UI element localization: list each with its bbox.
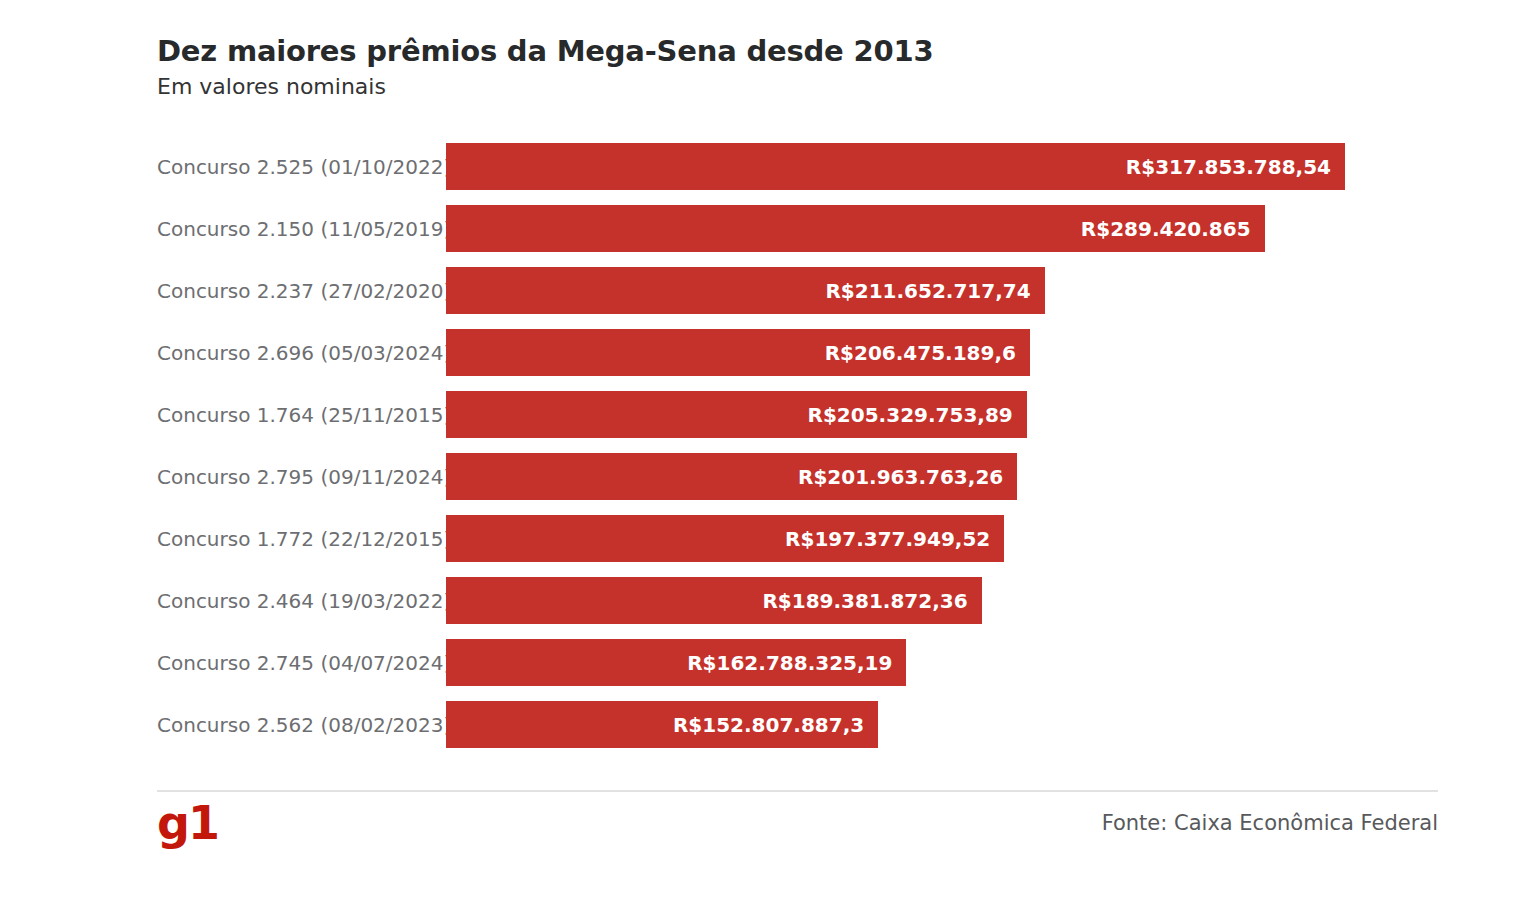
bar-value-label: R$211.652.717,74 (825, 279, 1030, 303)
chart-subtitle: Em valores nominais (157, 74, 1438, 99)
bar-track: R$201.963.763,26 (446, 453, 1345, 500)
bar: R$206.475.189,6 (446, 329, 1030, 376)
bar-category-label: Concurso 1.772 (22/12/2015) (157, 527, 446, 551)
bar-row: Concurso 1.772 (22/12/2015) R$197.377.94… (157, 515, 1438, 562)
bar-track: R$205.329.753,89 (446, 391, 1345, 438)
bar-track: R$162.788.325,19 (446, 639, 1345, 686)
g1-logo: g1 (157, 800, 218, 846)
chart-title: Dez maiores prêmios da Mega-Sena desde 2… (157, 34, 1438, 68)
bar: R$205.329.753,89 (446, 391, 1027, 438)
bar-track: R$317.853.788,54 (446, 143, 1345, 190)
bar-row: Concurso 2.464 (19/03/2022) R$189.381.87… (157, 577, 1438, 624)
bar: R$211.652.717,74 (446, 267, 1045, 314)
bar-row: Concurso 2.696 (05/03/2024) R$206.475.18… (157, 329, 1438, 376)
bar-row: Concurso 1.764 (25/11/2015) R$205.329.75… (157, 391, 1438, 438)
bar-category-label: Concurso 2.464 (19/03/2022) (157, 589, 446, 613)
bar-value-label: R$206.475.189,6 (825, 341, 1016, 365)
bar: R$317.853.788,54 (446, 143, 1345, 190)
bar-track: R$289.420.865 (446, 205, 1345, 252)
bar-row: Concurso 2.150 (11/05/2019) R$289.420.86… (157, 205, 1438, 252)
bar: R$162.788.325,19 (446, 639, 906, 686)
bar-row: Concurso 2.795 (09/11/2024) R$201.963.76… (157, 453, 1438, 500)
bar-value-label: R$162.788.325,19 (687, 651, 892, 675)
bar-chart: Concurso 2.525 (01/10/2022) R$317.853.78… (157, 143, 1438, 748)
bar-value-label: R$197.377.949,52 (785, 527, 990, 551)
bar-track: R$197.377.949,52 (446, 515, 1345, 562)
bar-category-label: Concurso 2.795 (09/11/2024) (157, 465, 446, 489)
bar-category-label: Concurso 2.525 (01/10/2022) (157, 155, 446, 179)
bar-value-label: R$289.420.865 (1081, 217, 1251, 241)
bar-value-label: R$189.381.872,36 (762, 589, 967, 613)
bar-category-label: Concurso 2.562 (08/02/2023) (157, 713, 446, 737)
bar-value-label: R$317.853.788,54 (1126, 155, 1331, 179)
bar-value-label: R$205.329.753,89 (808, 403, 1013, 427)
bar-category-label: Concurso 2.150 (11/05/2019) (157, 217, 446, 241)
bar-track: R$206.475.189,6 (446, 329, 1345, 376)
bar: R$201.963.763,26 (446, 453, 1017, 500)
bar: R$152.807.887,3 (446, 701, 878, 748)
bar-track: R$152.807.887,3 (446, 701, 1345, 748)
bar: R$197.377.949,52 (446, 515, 1004, 562)
bar-category-label: Concurso 2.745 (04/07/2024) (157, 651, 446, 675)
bar-category-label: Concurso 1.764 (25/11/2015) (157, 403, 446, 427)
bar-category-label: Concurso 2.237 (27/02/2020) (157, 279, 446, 303)
bar-value-label: R$152.807.887,3 (673, 713, 864, 737)
bar-row: Concurso 2.237 (27/02/2020) R$211.652.71… (157, 267, 1438, 314)
bar-row: Concurso 2.562 (08/02/2023) R$152.807.88… (157, 701, 1438, 748)
source-text: Fonte: Caixa Econômica Federal (1102, 811, 1438, 835)
bar-row: Concurso 2.525 (01/10/2022) R$317.853.78… (157, 143, 1438, 190)
bar: R$189.381.872,36 (446, 577, 982, 624)
bar-track: R$211.652.717,74 (446, 267, 1345, 314)
bar-value-label: R$201.963.763,26 (798, 465, 1003, 489)
bar: R$289.420.865 (446, 205, 1265, 252)
bar-category-label: Concurso 2.696 (05/03/2024) (157, 341, 446, 365)
bar-track: R$189.381.872,36 (446, 577, 1345, 624)
footer: g1 Fonte: Caixa Econômica Federal (157, 790, 1438, 846)
bar-row: Concurso 2.745 (04/07/2024) R$162.788.32… (157, 639, 1438, 686)
infographic-canvas: Dez maiores prêmios da Mega-Sena desde 2… (0, 0, 1528, 900)
